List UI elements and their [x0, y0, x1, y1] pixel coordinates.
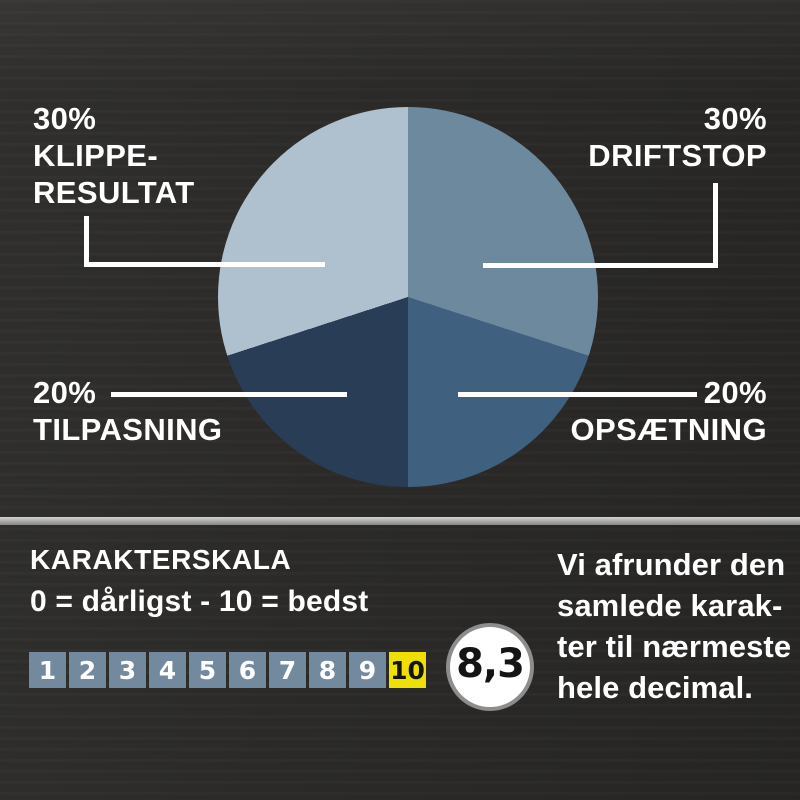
callout-driftstop-pct: 30% [703, 101, 767, 136]
rounding-note-line1: Vi afrunder den [557, 547, 786, 582]
callout-opsaetning-label: OPSÆTNING [570, 412, 767, 447]
callout-klipperesultat-label-line1: KLIPPE- [33, 138, 159, 173]
callout-opsaetning: 20% OPSÆTNING [570, 374, 767, 448]
scale-cell-9: 9 [349, 652, 386, 688]
rounding-note: Vi afrunder den samlede karak- ter til n… [557, 544, 791, 708]
scale-cell-2: 2 [69, 652, 106, 688]
scale-cell-4: 4 [149, 652, 186, 688]
callout-klipperesultat: 30% KLIPPE- RESULTAT [33, 100, 195, 211]
scale-subtitle: 0 = dårligst - 10 = bedst [30, 585, 369, 618]
score-badge: 8,3 [446, 623, 534, 711]
scale-cell-5: 5 [189, 652, 226, 688]
pie-chart [218, 107, 598, 487]
rounding-note-line2: samlede karak- [557, 588, 783, 623]
callout-opsaetning-pct: 20% [703, 375, 767, 410]
scale-cell-7: 7 [269, 652, 306, 688]
callout-line-tilpasning [111, 392, 347, 397]
scale-cell-8: 8 [309, 652, 346, 688]
callout-tilpasning-label: TILPASNING [33, 412, 223, 447]
callout-tilpasning: 20% TILPASNING [33, 374, 222, 448]
scale-cell-3: 3 [109, 652, 146, 688]
scale-cell-6: 6 [229, 652, 266, 688]
callout-tilpasning-pct: 20% [33, 375, 97, 410]
section-divider [0, 517, 800, 525]
callout-line-driftstop [483, 183, 718, 268]
scale-title: KARAKTERSKALA [30, 544, 292, 575]
scale-cell-10: 10 [389, 652, 426, 688]
callout-line-klipperesultat [84, 216, 325, 267]
rounding-note-line3: ter til nærmeste [557, 629, 792, 664]
callout-klipperesultat-pct: 30% [33, 101, 97, 136]
rounding-note-line4: hele decimal. [557, 670, 754, 705]
callout-driftstop-label: DRIFTSTOP [588, 138, 767, 173]
callout-driftstop: 30% DRIFTSTOP [588, 100, 767, 174]
callout-klipperesultat-label-line2: RESULTAT [33, 175, 195, 210]
score-value: 8,3 [456, 641, 525, 687]
scale-cell-1: 1 [29, 652, 66, 688]
scale-number-row: 1 2 3 4 5 6 7 8 9 10 [29, 652, 429, 688]
callout-line-opsaetning [458, 392, 697, 397]
